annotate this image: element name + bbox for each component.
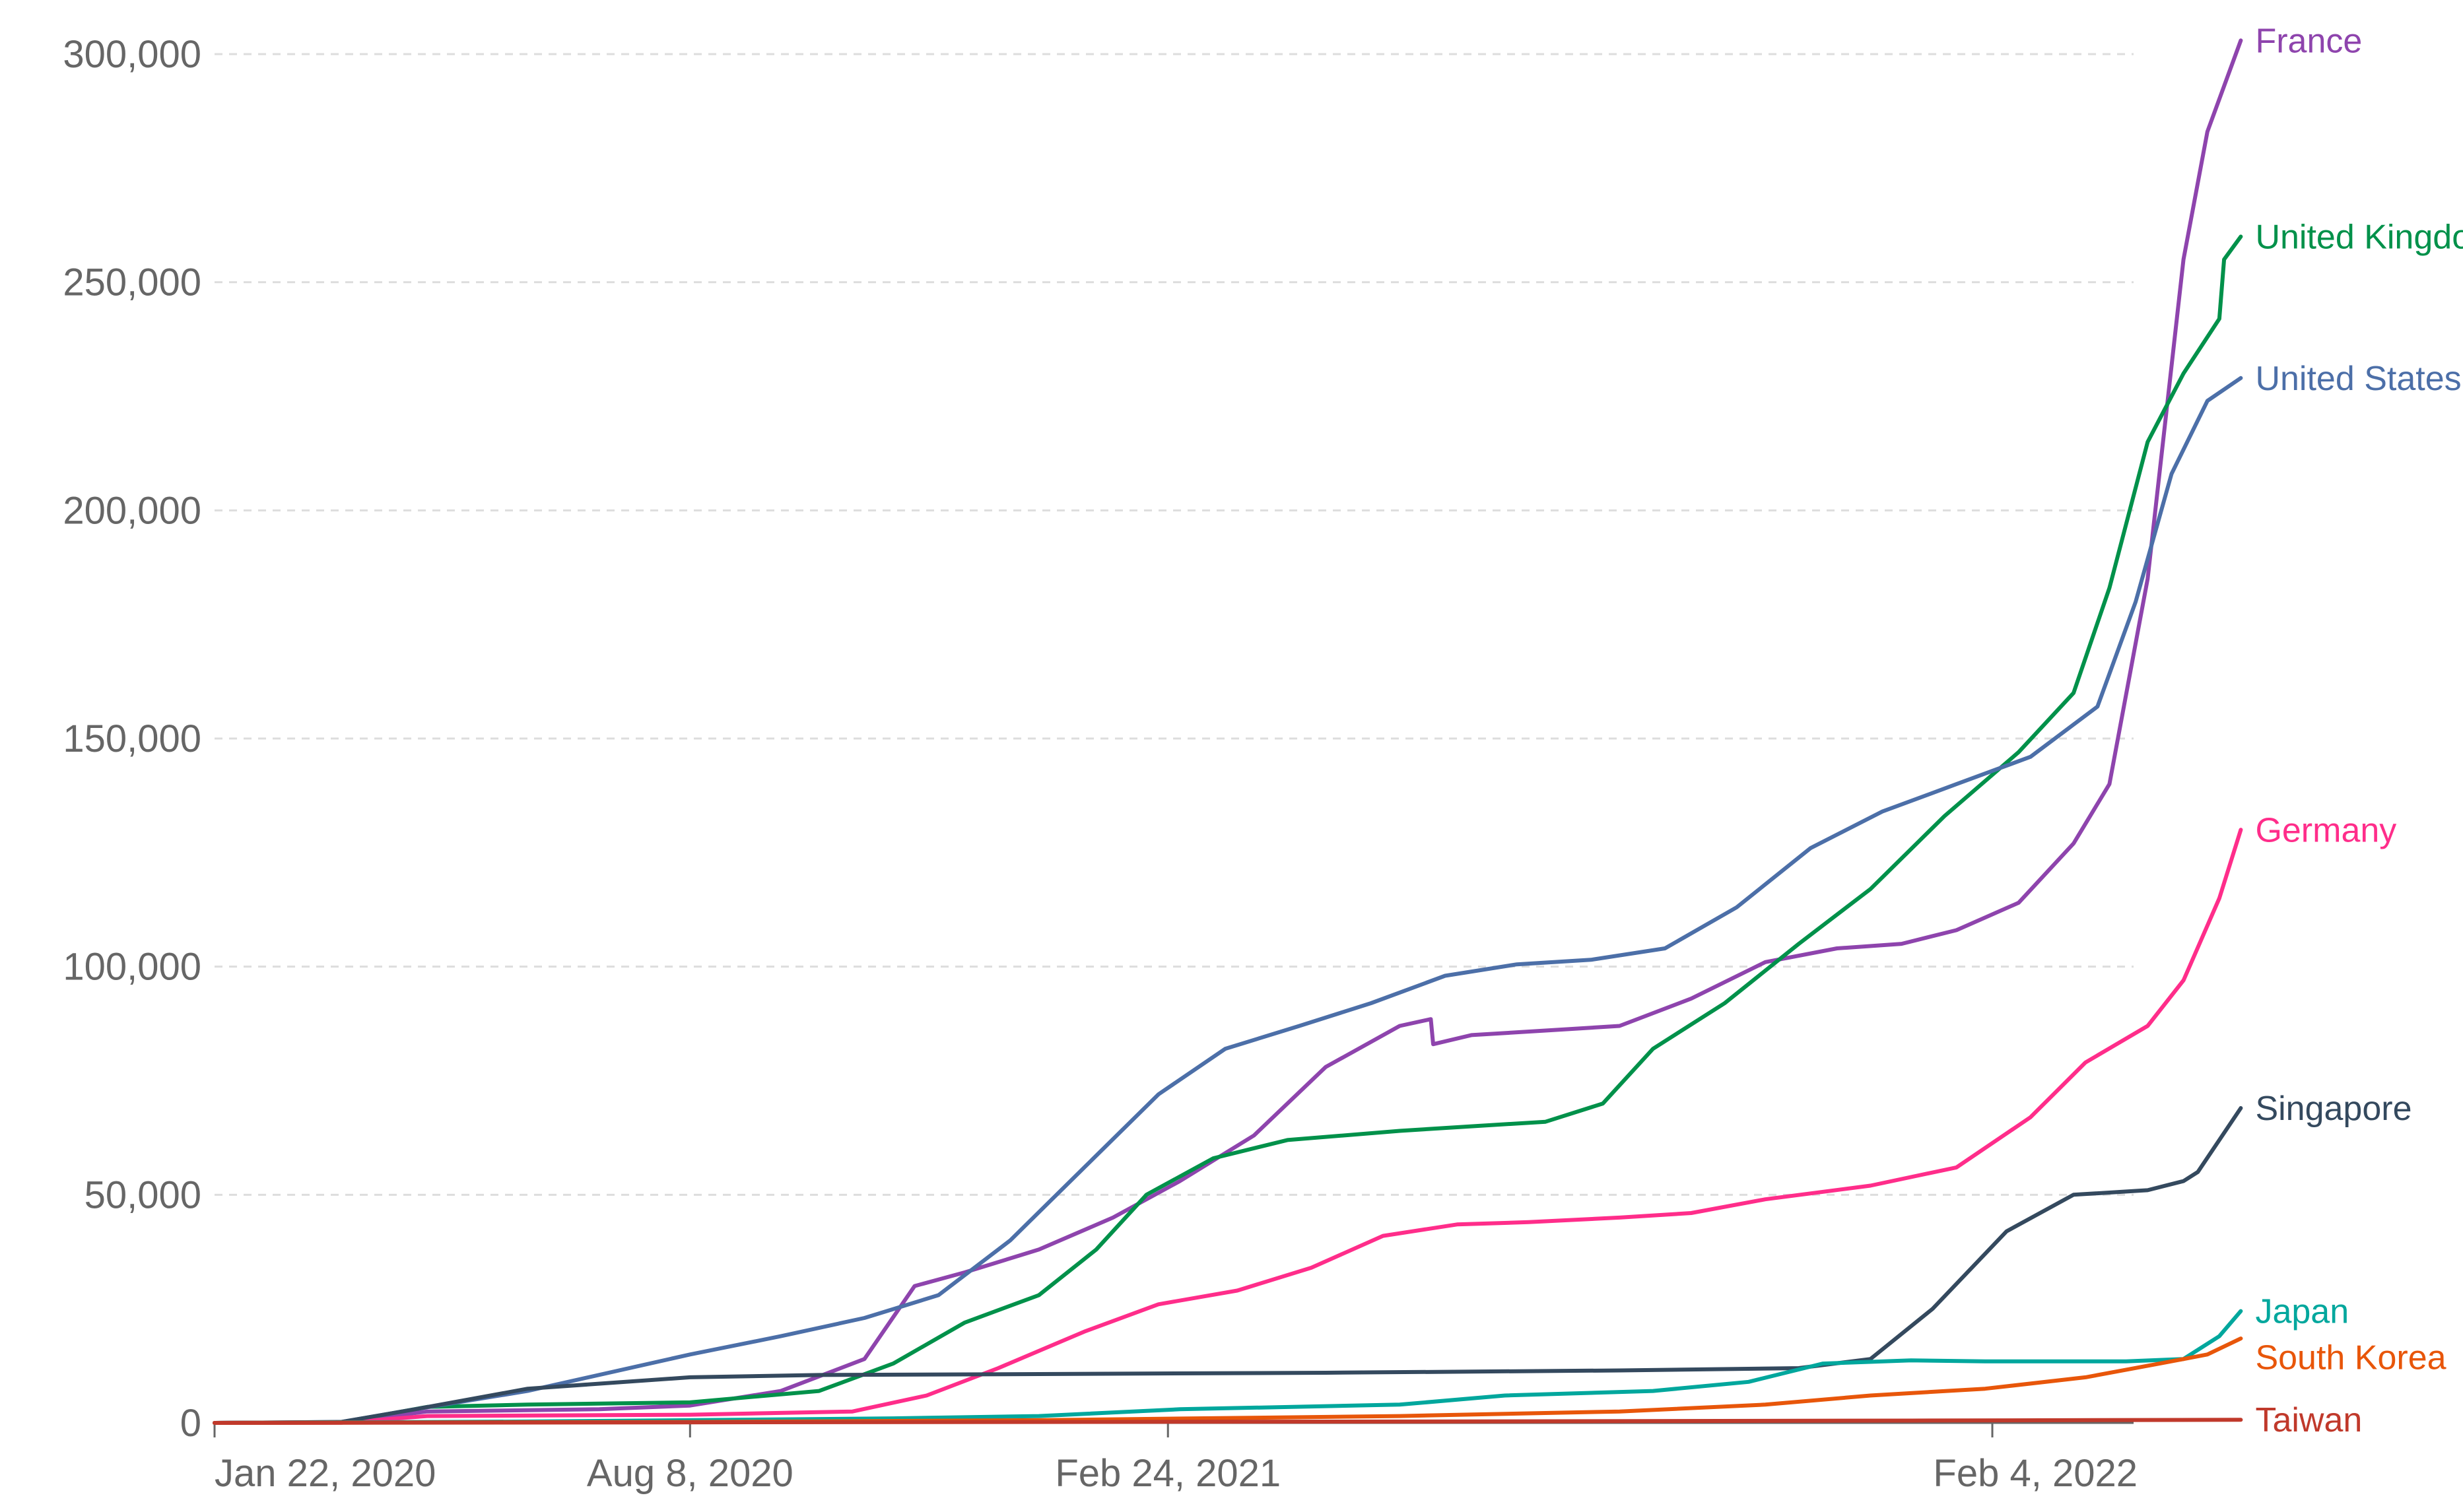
- series-label-france: France: [2255, 22, 2362, 60]
- series-line-germany: [213, 828, 2243, 1425]
- series-label-taiwan: Taiwan: [2255, 1401, 2362, 1439]
- x-tick-label: Feb 24, 2021: [1055, 1452, 1281, 1495]
- y-tick-label: 0: [180, 1402, 201, 1445]
- x-tick-label: Jan 22, 2020: [215, 1452, 436, 1495]
- y-tick-label: 250,000: [63, 261, 201, 304]
- series-line-singapore: [213, 1106, 2243, 1425]
- series-labels: France United Kingdom United States Germany…: [2255, 22, 2463, 1439]
- y-tick-label: 100,000: [63, 946, 201, 989]
- series-line-united-kingdom: [213, 234, 2243, 1425]
- axes: 0 50,000 100,000 150,000 200,000 250,000 300,0…: [63, 33, 2138, 1495]
- x-tick-label: Aug 8, 2020: [587, 1452, 793, 1495]
- y-tick-label: 50,000: [84, 1173, 201, 1216]
- x-tick-label: Feb 4, 2022: [1933, 1452, 2138, 1495]
- series-lines: [213, 38, 2243, 1425]
- series-label-united-states: United States: [2255, 360, 2461, 398]
- series-label-south-korea: South Korea: [2255, 1339, 2446, 1377]
- series-label-singapore: Singapore: [2255, 1090, 2412, 1128]
- series-line-taiwan: [213, 1418, 2243, 1425]
- series-label-germany: Germany: [2255, 811, 2396, 849]
- series-line-japan: [213, 1309, 2243, 1425]
- series-line-france: [213, 38, 2243, 1425]
- gridlines: [215, 53, 2134, 1196]
- y-tick-label: 200,000: [63, 489, 201, 532]
- y-tick-label: 150,000: [63, 717, 201, 760]
- series-label-united-kingdom: United Kingdom: [2255, 218, 2463, 257]
- series-line-united-states: [213, 376, 2243, 1425]
- series-label-japan: Japan: [2255, 1293, 2349, 1331]
- y-tick-label: 300,000: [63, 33, 201, 76]
